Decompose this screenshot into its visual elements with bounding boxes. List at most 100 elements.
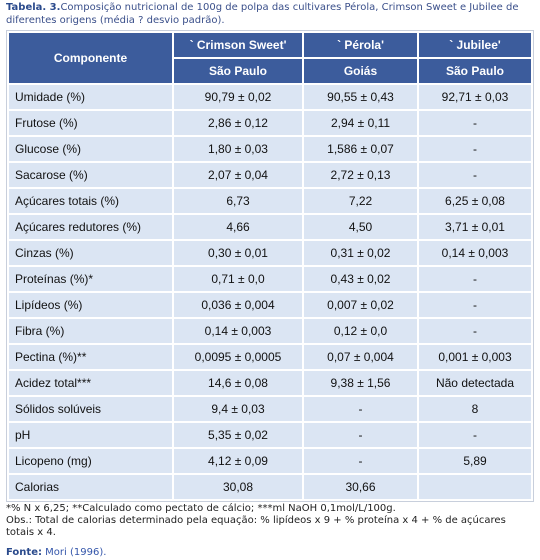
table-cell: 0,71 ± 0,0 [174, 267, 302, 291]
table-cell: 6,25 ± 0,08 [419, 189, 531, 213]
table-cell: - [419, 319, 531, 343]
table-cell: - [304, 423, 417, 447]
table-cell: 2,86 ± 0,12 [174, 111, 302, 135]
table-cell: - [304, 449, 417, 473]
header-cell: São Paulo [419, 59, 531, 83]
table-cell: 0,001 ± 0,003 [419, 345, 531, 369]
table-cell: Calorias [9, 475, 172, 499]
observation: Obs.: Total de calorias determinado pela… [6, 515, 506, 538]
header-cell: Goiás [304, 59, 417, 83]
table-row: Cinzas (%) 0,30 ± 0,01 0,31 ± 0,02 0,14 ± 0… [9, 241, 531, 265]
table-cell: - [419, 137, 531, 161]
table-cell: 2,72 ± 0,13 [304, 163, 417, 187]
table: Componente ` Crimson Sweet' ` Pérola' ` Jub… [6, 30, 534, 502]
table-cell: Umidade (%) [9, 85, 172, 109]
table-row: Sacarose (%) 2,07 ± 0,04 2,72 ± 0,13- [9, 163, 531, 187]
table-cell: 8 [419, 397, 531, 421]
table-row: Lipídeos (%) 0,036 ± 0,004 0,007 ± 0,02- [9, 293, 531, 317]
table-cell: Não detectada [419, 371, 531, 395]
table-cell: Açúcares redutores (%) [9, 215, 172, 239]
caption-text: Composição nutricional de 100g de polpa … [6, 2, 519, 26]
table-cell: - [419, 293, 531, 317]
header-cell: ` Crimson Sweet' [174, 33, 302, 57]
table-row: pH 5,35 ± 0,02- - [9, 423, 531, 447]
table-cell: 5,35 ± 0,02 [174, 423, 302, 447]
table-cell: 3,71 ± 0,01 [419, 215, 531, 239]
table-cell: Lipídeos (%) [9, 293, 172, 317]
table-cell: 0,07 ± 0,004 [304, 345, 417, 369]
table-cell: 92,71 ± 0,03 [419, 85, 531, 109]
source-label: Fonte: [6, 547, 42, 558]
table-cell: 5,89 [419, 449, 531, 473]
footnotes: *% N x 6,25; **Calculado como pectato de… [6, 503, 396, 514]
table-cell: 14,6 ± 0,08 [174, 371, 302, 395]
table-cell: 1,586 ± 0,07 [304, 137, 417, 161]
table-cell: - [419, 163, 531, 187]
table-cell: Pectina (%)** [9, 345, 172, 369]
table-cell: 9,4 ± 0,03 [174, 397, 302, 421]
table-cell: - [304, 397, 417, 421]
table-row: Glucose (%) 1,80 ± 0,03 1,586 ± 0,07- [9, 137, 531, 161]
table-cell: Frutose (%) [9, 111, 172, 135]
table-cell: 0,14 ± 0,003 [419, 241, 531, 265]
table-row: Sólidos solúveis 9,4 ± 0,03-8 [9, 397, 531, 421]
table-row: Pectina (%)** 0,0095 ± 0,0005 0,07 ± 0,004… [9, 345, 531, 369]
table-cell: Cinzas (%) [9, 241, 172, 265]
table-row: Umidade (%) 90,79 ± 0,02 90,55 ± 0,43 92,71… [9, 85, 531, 109]
table-row: Fibra (%) 0,14 ± 0,003 0,12 ± 0,0- [9, 319, 531, 343]
table-cell: Glucose (%) [9, 137, 172, 161]
table-cell: 0,007 ± 0,02 [304, 293, 417, 317]
table-cell: pH [9, 423, 172, 447]
table-row: Açúcares redutores (%) 4,66 4,50 3,71 ± 0,0… [9, 215, 531, 239]
table-cell: Proteínas (%)* [9, 267, 172, 291]
table-cell: Açúcares totais (%) [9, 189, 172, 213]
table-cell: 0,036 ± 0,004 [174, 293, 302, 317]
table-cell: 2,07 ± 0,04 [174, 163, 302, 187]
table-row: Calorias 30,08 30,66 [9, 475, 531, 499]
table-cell: 7,22 [304, 189, 417, 213]
source: Fonte: Mori (1996). [6, 547, 106, 558]
table-row: Proteínas (%)* 0,71 ± 0,0 0,43 ± 0,02- [9, 267, 531, 291]
table-cell: 0,30 ± 0,01 [174, 241, 302, 265]
table-cell [419, 475, 531, 499]
table-cell: - [419, 267, 531, 291]
header-cell: São Paulo [174, 59, 302, 83]
table-cell: 9,38 ± 1,56 [304, 371, 417, 395]
caption: Tabela. 3.Composição nutricional de 100g… [6, 1, 534, 27]
notes: *% N x 6,25; **Calculado como pectato de… [6, 503, 534, 539]
table-cell: 0,43 ± 0,02 [304, 267, 417, 291]
table-cell: 4,66 [174, 215, 302, 239]
table-cell: - [419, 423, 531, 447]
caption-label: Tabela. 3. [6, 2, 61, 13]
table-header: Componente ` Crimson Sweet' ` Pérola' ` Jub… [9, 33, 531, 83]
table-row: Frutose (%) 2,86 ± 0,12 2,94 ± 0,11- [9, 111, 531, 135]
table-cell: 30,66 [304, 475, 417, 499]
table-cell: 90,79 ± 0,02 [174, 85, 302, 109]
table-body: Umidade (%) 90,79 ± 0,02 90,55 ± 0,43 92,71… [9, 85, 531, 499]
source-link[interactable]: Mori (1996). [45, 547, 107, 558]
header-cell: ` Jubilee' [419, 33, 531, 57]
table-cell: 0,0095 ± 0,0005 [174, 345, 302, 369]
table-row: Acidez total*** 14,6 ± 0,08 9,38 ± 1,56 Não… [9, 371, 531, 395]
table-cell: 30,08 [174, 475, 302, 499]
header-cell: ` Pérola' [304, 33, 417, 57]
table-cell: 4,12 ± 0,09 [174, 449, 302, 473]
header-row: Componente ` Crimson Sweet' ` Pérola' ` Jub… [9, 33, 531, 83]
table-cell: 6,73 [174, 189, 302, 213]
table-row: Licopeno (mg) 4,12 ± 0,09-5,89 [9, 449, 531, 473]
table-cell: 1,80 ± 0,03 [174, 137, 302, 161]
table-cell: Sacarose (%) [9, 163, 172, 187]
header-cell: Componente [9, 33, 172, 83]
table-cell: 0,31 ± 0,02 [304, 241, 417, 265]
table-cell: 90,55 ± 0,43 [304, 85, 417, 109]
table-cell: 0,12 ± 0,0 [304, 319, 417, 343]
table-cell: - [419, 111, 531, 135]
table-cell: 2,94 ± 0,11 [304, 111, 417, 135]
table-cell: 0,14 ± 0,003 [174, 319, 302, 343]
table-row: Açúcares totais (%) 6,73 7,22 6,25 ± 0,08 [9, 189, 531, 213]
table-cell: Sólidos solúveis [9, 397, 172, 421]
table-cell: Licopeno (mg) [9, 449, 172, 473]
table-cell: 4,50 [304, 215, 417, 239]
table-cell: Acidez total*** [9, 371, 172, 395]
